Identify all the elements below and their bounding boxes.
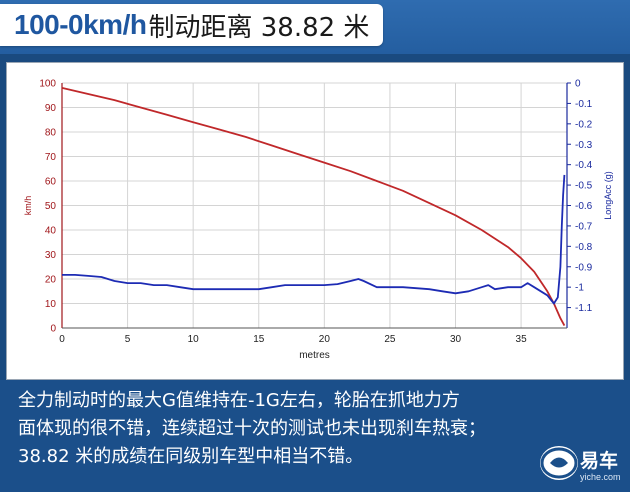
caption-line: 全力制动时的最大G值维持在-1G左右，轮胎在抓地力方: [18, 390, 460, 411]
yiche-logo-icon: [540, 446, 578, 480]
x-tick-label: 5: [125, 334, 131, 345]
x-tick-label: 15: [253, 334, 265, 345]
title-tab: 100-0km/h 制动距离 38.82 米: [0, 4, 384, 46]
caption-line: 38.82 米的成绩在同级别车型中相当不错。: [18, 446, 364, 467]
title-sub: 制动距离 38.82 米: [148, 12, 370, 43]
y-left-tick-label: 20: [45, 275, 57, 286]
x-tick-label: 0: [59, 334, 65, 345]
x-tick-label: 35: [516, 334, 528, 345]
x-tick-label: 10: [188, 334, 200, 345]
y-right-tick-label: -1.1: [575, 303, 593, 314]
y-left-tick-label: 80: [45, 128, 57, 139]
y-right-tick-label: -0.7: [575, 221, 593, 232]
braking-chart-svg: 0 5 10 15 20 25 30 35 0 10 20 30 40 50 60 70 80 90 100 0 -0.…: [23, 79, 613, 362]
title-main: 100-0km/h: [14, 9, 147, 40]
caption-panel: 全力制动时的最大G值维持在-1G左右，轮胎在抓地力方 面体现的很不错，连续超过十…: [0, 380, 630, 492]
y-left-tick-label: 90: [45, 103, 57, 114]
y-right-tick-label: -0.5: [575, 181, 593, 192]
x-axis-label: metres: [299, 350, 330, 361]
y-right-tick-label: -0.2: [575, 119, 593, 130]
y-left-axis-label: km/h: [23, 196, 33, 216]
speed-series-line: [61, 87, 566, 327]
y-right-tick-label: -0.6: [575, 201, 593, 212]
y-right-tick-label: -0.4: [575, 160, 593, 171]
y-left-tick-label: 100: [39, 79, 56, 90]
title-band: 100-0km/h 制动距离 38.82 米: [0, 0, 630, 54]
x-tick-label: 25: [384, 334, 396, 345]
y-left-tick-label: 50: [45, 201, 57, 212]
x-tick-label: 30: [450, 334, 462, 345]
y-right-tick-label: -0.3: [575, 140, 593, 151]
accel-series-line: [62, 174, 566, 305]
y-left-tick-label: 0: [50, 324, 56, 335]
y-left-tick-label: 70: [45, 152, 57, 163]
y-right-tick-label: -0.1: [575, 99, 593, 110]
yiche-logo: 易车 yiche.com: [540, 442, 624, 488]
y-right-tick-label: -0.8: [575, 242, 593, 253]
y-right-tick-label: -1: [575, 283, 584, 294]
y-right-tick-label: -0.9: [575, 262, 593, 273]
logo-sub: yiche.com: [580, 472, 621, 482]
y-left-tick-label: 40: [45, 226, 57, 237]
y-left-tick-label: 30: [45, 250, 57, 261]
x-tick-label: 20: [319, 334, 331, 345]
y-left-tick-label: 10: [45, 299, 57, 310]
logo-text: 易车: [580, 450, 619, 472]
y-right-tick-label: 0: [575, 79, 581, 90]
y-left-tick-label: 60: [45, 177, 57, 188]
caption-line: 面体现的很不错，连续超过十次的测试也未出现刹车热衰；: [18, 418, 486, 439]
y-right-axis-label: LongAcc (g): [603, 171, 613, 220]
braking-chart: 0 5 10 15 20 25 30 35 0 10 20 30 40 50 60 70 80 90 100 0 -0.…: [6, 62, 624, 380]
